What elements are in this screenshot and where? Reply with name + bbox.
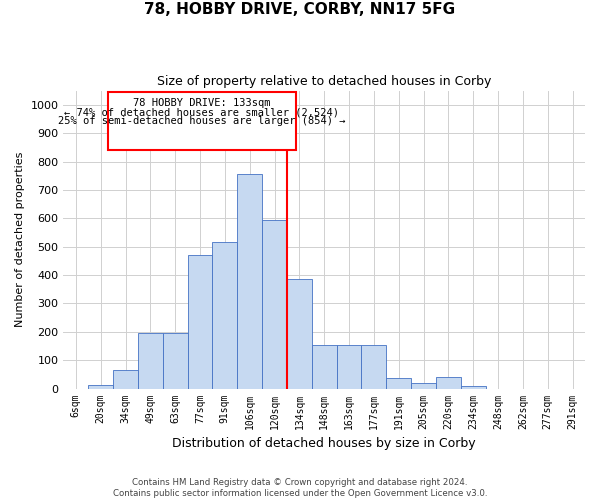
Bar <box>461 386 485 388</box>
Bar <box>411 383 436 388</box>
Text: 78, HOBBY DRIVE, CORBY, NN17 5FG: 78, HOBBY DRIVE, CORBY, NN17 5FG <box>145 2 455 18</box>
Bar <box>88 385 113 388</box>
Text: 78 HOBBY DRIVE: 133sqm: 78 HOBBY DRIVE: 133sqm <box>133 98 271 108</box>
Title: Size of property relative to detached houses in Corby: Size of property relative to detached ho… <box>157 75 491 88</box>
Bar <box>113 370 138 388</box>
Bar <box>138 333 163 388</box>
Bar <box>237 174 262 388</box>
FancyBboxPatch shape <box>108 92 296 150</box>
Text: ← 74% of detached houses are smaller (2,524): ← 74% of detached houses are smaller (2,… <box>64 108 340 118</box>
Bar <box>188 255 212 388</box>
Bar <box>262 220 287 388</box>
Bar <box>287 280 312 388</box>
Y-axis label: Number of detached properties: Number of detached properties <box>15 152 25 327</box>
Bar <box>436 377 461 388</box>
Text: 25% of semi-detached houses are larger (854) →: 25% of semi-detached houses are larger (… <box>58 116 346 126</box>
Bar <box>212 242 237 388</box>
Bar <box>312 344 337 389</box>
Text: Contains HM Land Registry data © Crown copyright and database right 2024.
Contai: Contains HM Land Registry data © Crown c… <box>113 478 487 498</box>
Bar <box>361 344 386 389</box>
Bar <box>386 378 411 388</box>
X-axis label: Distribution of detached houses by size in Corby: Distribution of detached houses by size … <box>172 437 476 450</box>
Bar <box>163 333 188 388</box>
Bar <box>337 344 361 389</box>
